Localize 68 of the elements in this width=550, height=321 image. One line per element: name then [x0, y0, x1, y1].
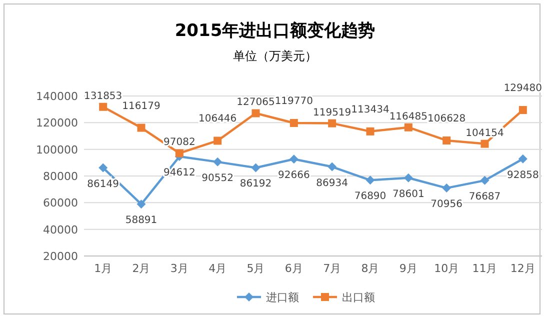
data-label: 86192	[240, 178, 272, 190]
data-label: 106446	[198, 114, 237, 125]
point	[404, 173, 413, 182]
point	[252, 109, 260, 118]
data-label: 113434	[351, 104, 390, 116]
point	[442, 184, 452, 193]
data-label: 76890	[354, 191, 386, 202]
data-label: 90552	[202, 172, 234, 184]
data-label: 119519	[312, 107, 352, 118]
data-label: 92666	[278, 170, 310, 182]
point	[518, 154, 528, 164]
point	[480, 140, 489, 148]
x-tick-label: 1月	[94, 262, 112, 275]
y-tick-label: 120000	[36, 116, 78, 130]
legend-label: 出口额	[342, 291, 375, 304]
point	[442, 136, 451, 144]
point	[290, 118, 298, 127]
point	[366, 176, 375, 185]
x-tick-label: 7月	[323, 262, 342, 275]
data-label: 78601	[392, 188, 424, 200]
x-tick-label: 6月	[284, 262, 303, 275]
chart-subtitle: 单位（万美元）	[233, 49, 317, 63]
point	[175, 149, 184, 158]
point	[366, 127, 374, 136]
data-label: 97082	[164, 137, 196, 148]
legend-label: 进口额	[266, 291, 299, 304]
x-tick-label: 2月	[132, 262, 150, 275]
x-tick-label: 4月	[208, 262, 227, 275]
point	[289, 154, 298, 164]
data-label: 58891	[125, 215, 158, 226]
data-label: 86149	[87, 178, 119, 190]
y-tick-label: 60000	[43, 196, 78, 210]
x-tick-label: 11月	[472, 262, 498, 275]
point	[518, 106, 527, 114]
point	[328, 162, 337, 172]
data-label: 131853	[84, 90, 122, 102]
y-tick-label: 80000	[43, 170, 78, 183]
x-tick-label: 9月	[399, 262, 418, 275]
y-tick-label: 40000	[43, 223, 78, 236]
point	[251, 163, 260, 172]
x-tick-label: 5月	[246, 262, 265, 275]
point	[137, 124, 146, 132]
x-tick-label: 12月	[510, 262, 536, 275]
data-label: 106628	[427, 113, 466, 124]
point	[214, 136, 222, 145]
data-label: 92858	[507, 170, 539, 181]
point	[404, 123, 412, 132]
y-tick-label: 100000	[36, 143, 78, 156]
data-label: 116485	[389, 111, 428, 122]
chart-title: 2015年进出口额变化趋势	[174, 21, 376, 41]
data-label: 127065	[236, 97, 275, 108]
point	[136, 200, 146, 209]
point	[328, 119, 336, 128]
data-label: 70956	[430, 199, 462, 210]
point	[98, 163, 108, 172]
x-tick-label: 10月	[434, 262, 460, 275]
data-label: 116179	[122, 100, 160, 112]
point	[99, 102, 108, 111]
point	[480, 176, 490, 185]
data-label: 129480	[504, 83, 542, 94]
point	[213, 157, 222, 166]
x-tick-label: 8月	[361, 262, 380, 275]
data-label: 86934	[316, 178, 348, 189]
data-label: 119770	[274, 96, 314, 107]
x-tick-label: 3月	[170, 262, 188, 275]
data-label: 76687	[468, 191, 501, 202]
y-tick-label: 140000	[36, 90, 78, 103]
y-tick-label: 20000	[43, 250, 78, 263]
